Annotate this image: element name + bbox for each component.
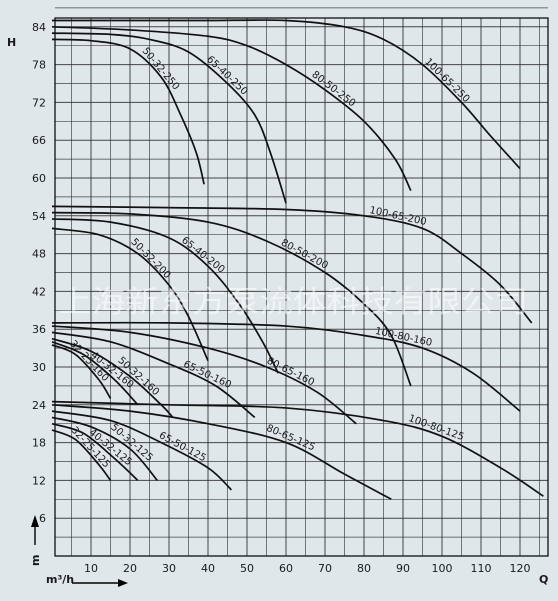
curve-65-50-160 (51, 331, 256, 419)
y-tick-label: 12 (32, 474, 46, 487)
curve-label-50-32-200: 50-32-200 (128, 237, 172, 282)
y-axis-unit: m (29, 555, 42, 566)
curve-32-25-125 (51, 429, 112, 481)
x-tick-label: 100 (432, 562, 453, 575)
grid (55, 7, 548, 556)
watermark-text: 上海新东方泵流体科技有限公司 (58, 285, 528, 320)
y-tick-label: 24 (32, 399, 46, 412)
y-axis-letter: H (7, 36, 16, 49)
curve-40-32-160 (51, 341, 139, 406)
curve-80-50-200 (51, 211, 412, 387)
y-tick-label: 36 (32, 323, 46, 336)
plot-frame (54, 17, 549, 557)
x-tick-label: 70 (318, 562, 332, 575)
y-tick-label: 54 (32, 210, 46, 223)
curve-80-65-125 (51, 403, 392, 501)
curve-50-32-250 (51, 38, 205, 185)
y-tick-label: 42 (32, 285, 46, 298)
x-tick-label: 30 (162, 562, 176, 575)
curve-65-50-125 (51, 410, 232, 491)
curve-32-25-160 (51, 344, 112, 399)
axes (31, 17, 549, 587)
curve-50-32-160 (51, 337, 174, 418)
curve-100-65-250 (52, 19, 521, 170)
x-tick-label: 60 (279, 562, 293, 575)
curve-100-65-200 (51, 205, 533, 324)
curve-label-65-40-250: 65-40-250 (204, 54, 249, 97)
x-axis-unit: m³/h (46, 573, 74, 586)
curve-65-40-200 (51, 218, 279, 374)
curve-40-32-125 (51, 422, 139, 482)
curve-label-50-32-250: 50-32-250 (140, 46, 182, 93)
y-tick-label: 66 (32, 134, 46, 147)
curve-50-32-200 (51, 227, 209, 362)
curve-label-65-50-160: 65-50-160 (181, 359, 233, 391)
curve-label-65-40-200: 65-40-200 (179, 235, 226, 276)
curve-80-65-160 (51, 325, 357, 425)
y-tick-label: 30 (32, 361, 46, 374)
y-tick-label: 60 (32, 172, 46, 185)
curve-label-80-50-200: 80-50-200 (279, 237, 330, 271)
y-axis-arrowhead (31, 515, 39, 527)
x-tick-label: 110 (471, 562, 492, 575)
curve-label-100-65-250: 100-65-250 (422, 56, 471, 105)
x-tick-label: 10 (84, 562, 98, 575)
x-tick-label: 90 (396, 562, 410, 575)
x-tick-label: 40 (201, 562, 215, 575)
curve-80-50-250 (51, 25, 412, 191)
curve-label-80-65-160: 80-65-160 (265, 356, 316, 389)
y-tick-label: 84 (32, 21, 46, 34)
y-tick-label: 48 (32, 248, 46, 261)
x-tick-label: 120 (510, 562, 531, 575)
y-tick-label: 72 (32, 96, 46, 109)
curves (51, 19, 544, 501)
curve-label-80-50-250: 80-50-250 (309, 69, 357, 109)
curve-label-100-65-200: 100-65-200 (368, 205, 427, 228)
tick-labels: 10 20 30 40 50 60 70 80 90 100 110 120 6 12 18 24 30 36 42… (32, 21, 531, 575)
x-tick-label: 80 (357, 562, 371, 575)
y-tick-label: 18 (32, 437, 46, 450)
curve-65-40-250 (51, 32, 287, 204)
x-axis-letter: Q (539, 573, 548, 586)
curve-100-80-160 (51, 321, 521, 412)
x-tick-label: 50 (240, 562, 254, 575)
curve-100-80-125 (51, 400, 544, 497)
curve-50-32-125 (51, 416, 158, 481)
y-tick-label: 78 (32, 59, 46, 72)
y-tick-label: 6 (39, 512, 46, 525)
x-axis-arrowhead (118, 579, 128, 587)
curve-label-65-50-125: 65-50-125 (157, 430, 208, 464)
x-tick-label: 20 (123, 562, 137, 575)
